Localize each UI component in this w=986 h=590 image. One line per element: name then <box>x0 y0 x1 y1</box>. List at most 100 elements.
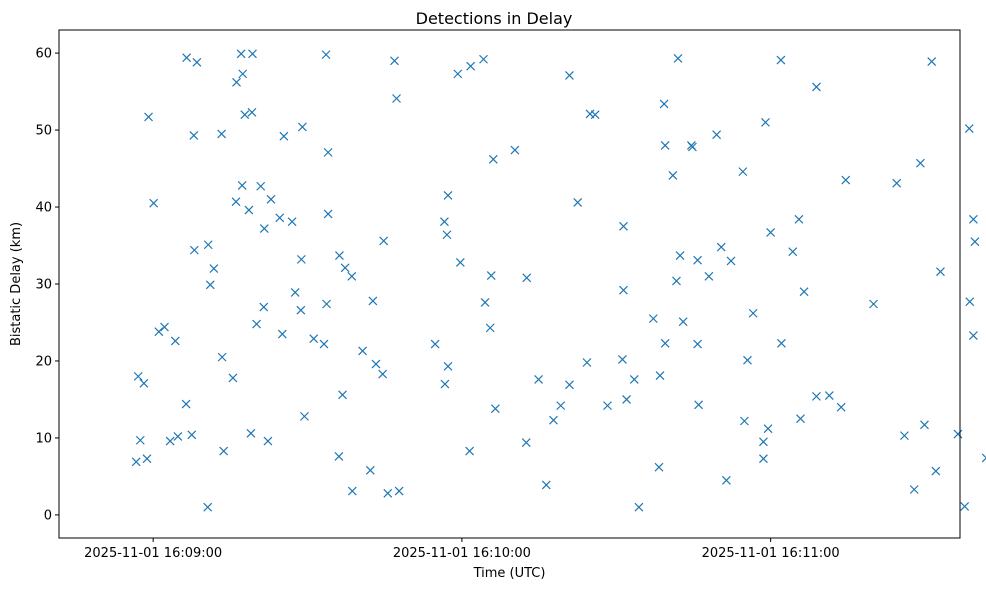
y-tick-label: 30 <box>35 278 52 293</box>
data-point <box>383 488 393 498</box>
chart-title: Detections in Delay <box>416 9 573 28</box>
data-points <box>131 49 986 512</box>
x-axis-ticks: 2025-11-01 16:09:00 2025-11-01 16:10:00 20… <box>84 538 840 561</box>
data-point <box>275 213 285 223</box>
data-point <box>672 276 681 286</box>
y-tick-label: 40 <box>35 201 52 216</box>
data-point <box>205 280 215 290</box>
data-point <box>323 147 333 157</box>
data-point <box>259 224 269 234</box>
data-point <box>297 122 307 132</box>
data-point <box>181 399 191 409</box>
data-point <box>521 438 531 447</box>
data-point <box>290 288 300 297</box>
data-point <box>244 205 254 215</box>
data-point <box>836 402 846 412</box>
data-point <box>573 197 583 207</box>
data-point <box>173 431 183 441</box>
data-point <box>246 428 256 438</box>
data-point <box>759 437 768 447</box>
data-point <box>693 255 702 265</box>
data-point <box>648 314 658 324</box>
data-point <box>565 70 574 80</box>
data-point <box>796 414 805 424</box>
data-point <box>927 57 937 66</box>
data-point <box>738 167 748 177</box>
data-point <box>296 305 306 315</box>
data-point <box>392 94 401 103</box>
data-point <box>841 175 851 185</box>
data-point <box>622 395 631 404</box>
data-point <box>675 251 685 260</box>
data-point <box>455 258 465 267</box>
data-point <box>321 50 331 60</box>
data-point <box>590 110 600 120</box>
data-point <box>135 435 145 445</box>
data-point <box>189 131 199 140</box>
data-point <box>659 99 669 109</box>
data-point <box>256 181 266 191</box>
data-point <box>277 329 287 339</box>
data-point <box>678 317 688 327</box>
data-point <box>704 271 714 281</box>
data-point <box>960 502 970 511</box>
data-point <box>488 154 498 164</box>
data-point <box>485 323 495 333</box>
data-point <box>603 401 612 411</box>
data-point <box>541 480 551 490</box>
data-point <box>371 359 381 369</box>
data-point <box>232 77 241 87</box>
data-point <box>358 346 368 356</box>
data-point <box>655 371 665 381</box>
data-point <box>824 391 834 401</box>
x-axis-label: Time (UTC) <box>473 566 546 581</box>
data-point <box>203 240 213 250</box>
data-point <box>619 285 628 295</box>
data-point <box>981 453 986 463</box>
data-point <box>440 379 450 389</box>
data-point <box>748 308 758 318</box>
data-point <box>131 457 141 467</box>
data-point <box>668 171 678 180</box>
data-point <box>334 451 344 461</box>
data-point <box>133 371 143 381</box>
data-point <box>970 237 980 247</box>
data-point <box>252 319 262 329</box>
data-point <box>149 198 159 208</box>
data-point <box>777 338 786 348</box>
data-point <box>721 475 731 485</box>
data-point <box>915 158 925 168</box>
data-point <box>694 400 704 410</box>
data-point <box>279 131 289 141</box>
data-point <box>309 334 319 344</box>
data-point <box>936 267 945 277</box>
x-tick-label: 2025-11-01 16:09:00 <box>84 546 222 561</box>
y-axis-ticks: 0 10 20 30 40 50 60 <box>35 47 59 523</box>
data-point <box>794 214 804 224</box>
x-tick-label: 2025-11-01 16:10:00 <box>393 546 531 561</box>
data-point <box>812 391 821 401</box>
data-point <box>160 322 169 332</box>
data-point <box>378 369 388 379</box>
data-point <box>263 436 273 446</box>
data-point <box>209 264 219 274</box>
data-point <box>799 287 809 297</box>
data-point <box>480 298 490 307</box>
data-point <box>534 375 543 384</box>
data-point <box>965 297 975 307</box>
data-point <box>192 57 202 67</box>
data-point <box>231 197 241 207</box>
data-point <box>442 230 452 240</box>
data-point <box>443 191 453 200</box>
data-point <box>739 416 749 426</box>
data-point <box>654 462 664 472</box>
data-point <box>761 117 770 127</box>
data-point <box>144 112 153 122</box>
data-point <box>259 302 269 312</box>
data-point <box>453 69 463 79</box>
data-point <box>322 299 331 309</box>
data-point <box>766 228 776 237</box>
data-point <box>439 217 449 227</box>
